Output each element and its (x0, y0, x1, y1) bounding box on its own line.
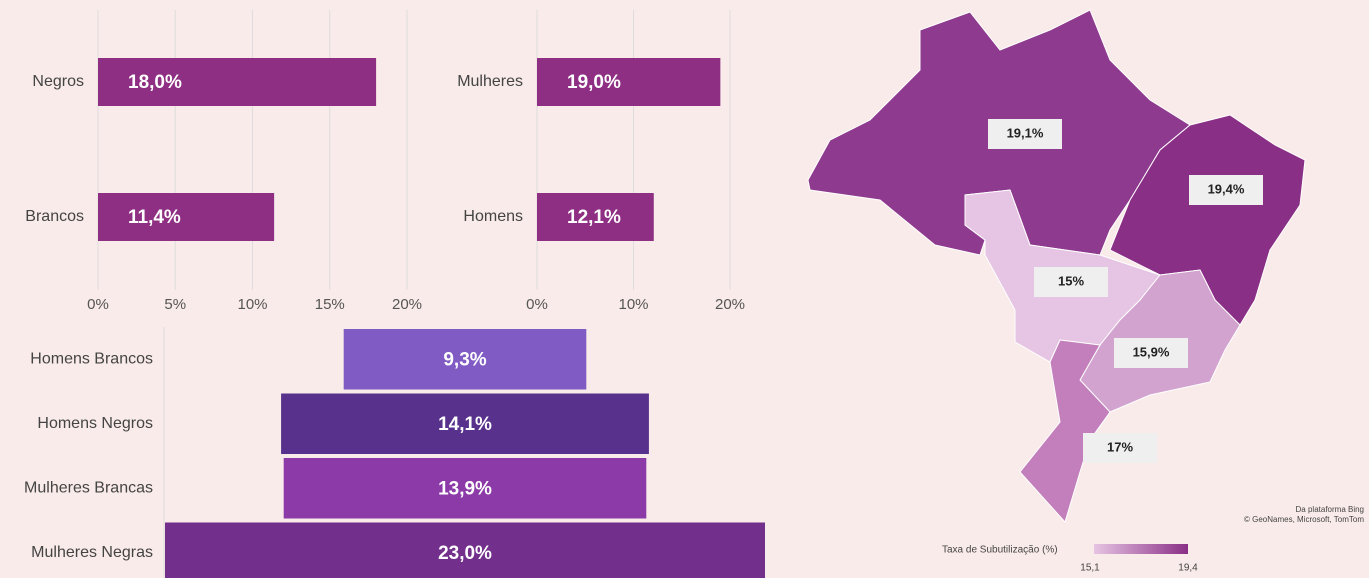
region-label: 17% (1107, 439, 1133, 454)
value-label: 9,3% (443, 349, 486, 370)
value-label: 19,0% (567, 72, 621, 93)
category-label: Homens Brancos (30, 350, 153, 367)
x-tick-label: 0% (526, 296, 548, 313)
x-tick-label: 10% (237, 296, 267, 313)
funnel-bar (343, 329, 587, 390)
region-label: 19,1% (1007, 125, 1044, 140)
value-label: 23,0% (438, 543, 492, 564)
category-label: Homens (463, 208, 523, 225)
legend-gradient (1094, 544, 1188, 554)
region-label-box (1114, 338, 1188, 368)
region-label: 15% (1058, 273, 1084, 288)
x-tick-label: 20% (715, 296, 745, 313)
region-label-box (1034, 267, 1108, 297)
x-tick-label: 20% (392, 296, 422, 313)
region-label: 19,4% (1208, 181, 1245, 196)
region-label: 15,9% (1133, 344, 1170, 359)
funnel-bar (283, 458, 647, 519)
bar (537, 58, 721, 106)
category-label: Negros (32, 73, 84, 90)
attribution: Da plataforma Bing (1296, 505, 1364, 514)
bar (537, 193, 654, 241)
value-label: 12,1% (567, 207, 621, 228)
x-tick-label: 0% (87, 296, 109, 313)
bar (98, 58, 377, 106)
value-label: 11,4% (128, 207, 181, 228)
x-tick-label: 10% (618, 296, 648, 313)
region-label-box (1189, 175, 1263, 205)
legend-max: 19,4 (1178, 563, 1198, 574)
attribution: © GeoNames, Microsoft, TomTom (1244, 515, 1364, 524)
funnel-bar (165, 522, 765, 578)
category-label: Mulheres (457, 73, 523, 90)
legend-min: 15,1 (1080, 563, 1100, 574)
region-label-box (988, 119, 1062, 149)
bar (98, 193, 275, 241)
category-label: Mulheres Brancas (24, 479, 153, 496)
category-label: Homens Negros (37, 415, 153, 432)
category-label: Brancos (25, 208, 84, 225)
value-label: 18,0% (128, 72, 182, 93)
value-label: 13,9% (438, 478, 492, 499)
x-tick-label: 15% (315, 296, 345, 313)
value-label: 14,1% (438, 414, 492, 435)
region-label-box (1083, 433, 1157, 463)
legend-title: Taxa de Subutilização (%) (942, 545, 1058, 556)
funnel-bar (281, 393, 649, 454)
category-label: Mulheres Negras (31, 544, 153, 561)
x-tick-label: 5% (164, 296, 186, 313)
